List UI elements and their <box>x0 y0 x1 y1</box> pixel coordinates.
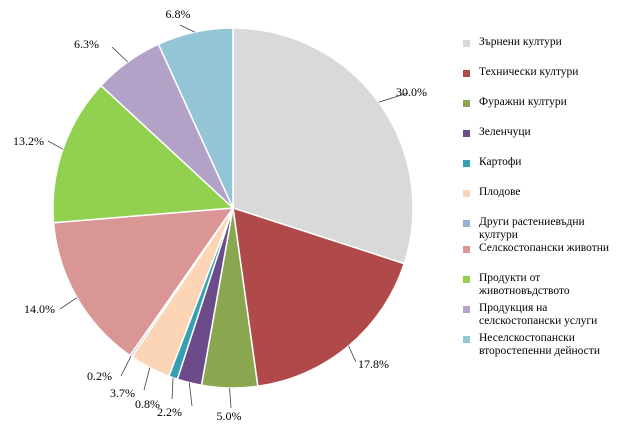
pie-slice <box>52 207 235 357</box>
leader-line <box>47 140 64 150</box>
legend-label: Зърнени култури <box>479 36 562 48</box>
legend-swatch <box>463 130 470 137</box>
leader-line <box>59 297 78 310</box>
legend-swatch <box>463 70 470 77</box>
leader-line <box>378 92 409 103</box>
pie-slices <box>52 27 414 389</box>
leader-line <box>229 387 232 409</box>
data-labels: 30.0% 17.8% 5.0% 2.2%0.8%3.7% 0.2% 14.0% 13.2%… <box>13 7 427 423</box>
leader-lines <box>47 24 409 409</box>
pie-slice <box>232 27 414 265</box>
leader-line <box>171 377 174 400</box>
slice-value-label: 30.0% <box>396 85 427 99</box>
slice-value-label: 5.0% <box>217 409 242 423</box>
slice-value-label: 6.3% <box>74 37 99 51</box>
legend-swatch <box>463 246 470 253</box>
legend-label: Неселскостопански второстепенни дейности <box>479 332 600 357</box>
legend-label: Зеленчуци <box>479 126 531 138</box>
legend-label: Плодове <box>479 186 521 198</box>
legend-label: Продукция на селскостопански услуги <box>479 302 598 327</box>
legend-swatch <box>463 40 470 47</box>
legend-swatch <box>463 190 470 197</box>
legend-swatch <box>463 160 470 167</box>
slice-value-label: 0.8% <box>135 397 160 411</box>
leader-line <box>188 382 193 407</box>
legend-label: Селскостопански животни <box>479 242 610 254</box>
leader-line <box>179 24 195 33</box>
legend-swatch <box>463 220 470 227</box>
slice-value-label: 6.8% <box>166 7 191 21</box>
leader-line <box>143 367 151 391</box>
pie-slice <box>157 27 234 209</box>
legend-label: Картофи <box>479 156 522 168</box>
legend-swatch <box>463 306 470 313</box>
leader-line <box>348 345 357 363</box>
legend-label: Технически култури <box>479 66 579 78</box>
legend-swatch <box>463 100 470 107</box>
leader-line <box>120 356 132 377</box>
slice-value-label: 14.0% <box>24 302 55 316</box>
slice-value-label: 13.2% <box>13 134 44 148</box>
slice-value-label: 2.2% <box>157 405 182 419</box>
legend-label: Други растениевъдни култури <box>479 216 585 241</box>
legend-label: Продукти от животновъдството <box>479 272 570 297</box>
leader-line <box>111 46 128 63</box>
slice-value-label: 3.7% <box>110 386 135 400</box>
legend-swatch <box>463 276 470 283</box>
slice-value-label: 17.8% <box>358 357 389 371</box>
legend-swatch <box>463 336 470 343</box>
slice-value-label: 0.2% <box>87 369 112 383</box>
legend-label: Фуражни култури <box>479 96 567 108</box>
pie-slice <box>232 206 406 388</box>
